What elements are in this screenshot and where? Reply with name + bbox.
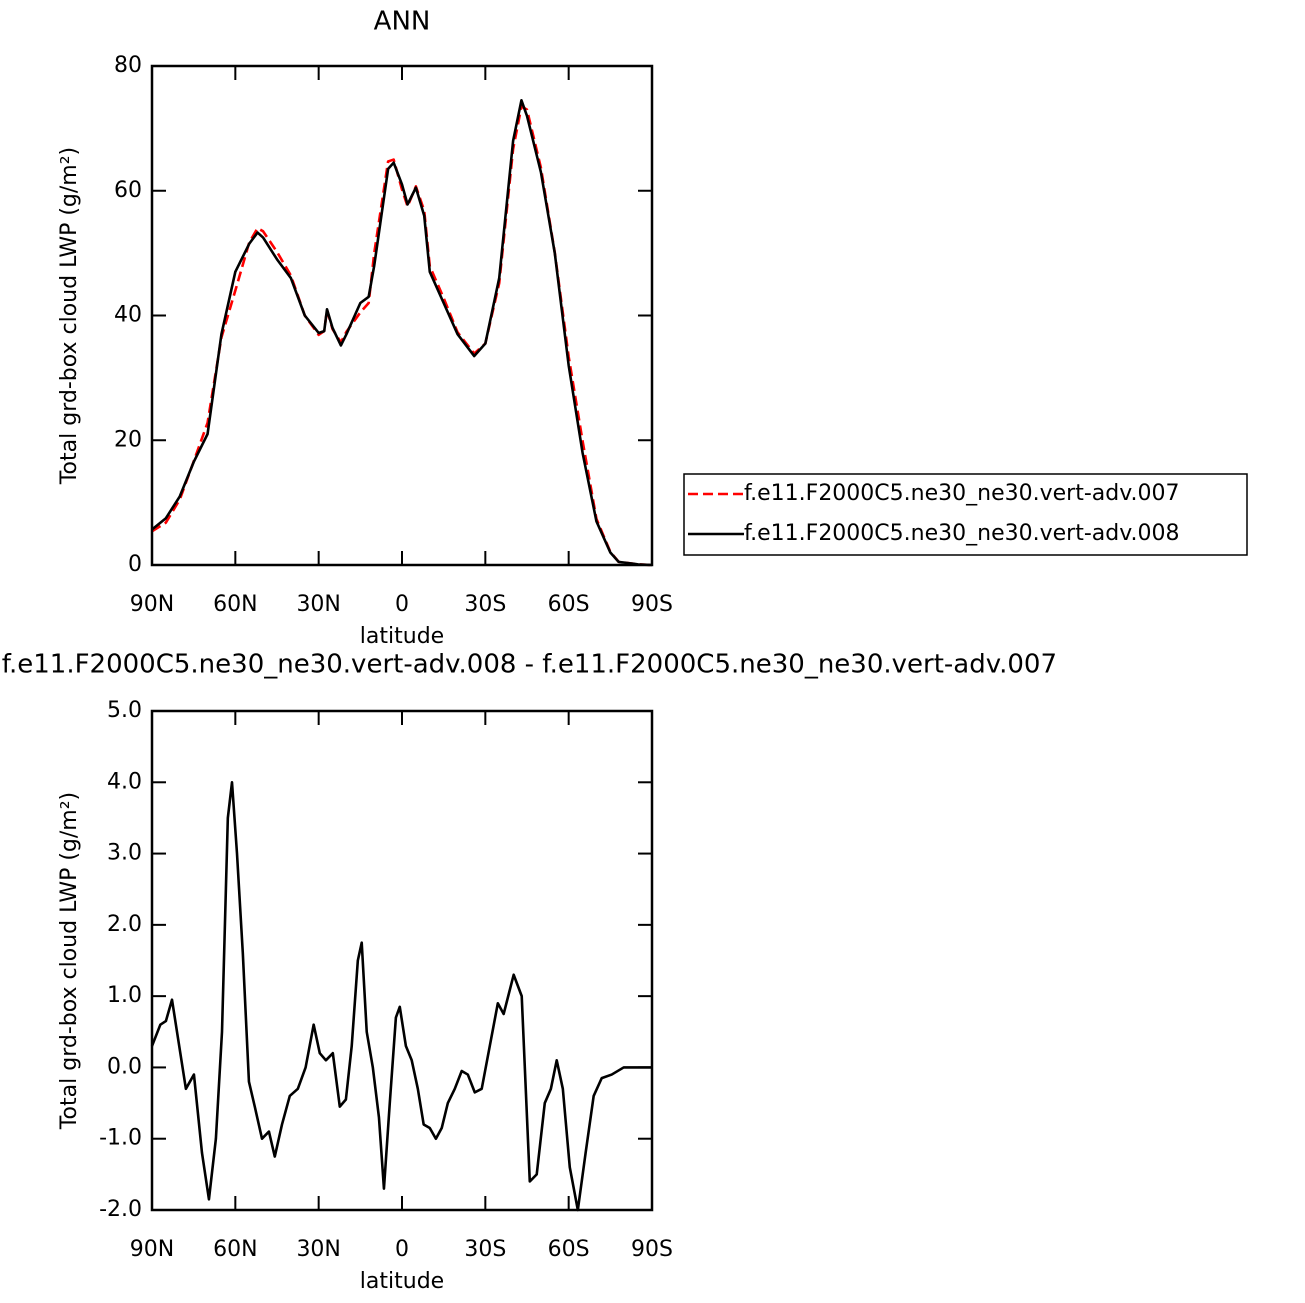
x-tick-label: 60S — [548, 592, 590, 617]
legend-label: f.e11.F2000C5.ne30_ne30.vert-adv.007 — [744, 481, 1180, 506]
y-tick-label: 2.0 — [107, 912, 142, 937]
x-tick-label: 0 — [395, 1237, 409, 1262]
legend-box — [683, 473, 1248, 556]
x-tick-label: 90N — [130, 592, 174, 617]
plot-frame — [150, 709, 654, 1212]
x-tick-label: 30S — [464, 592, 506, 617]
y-tick-label: 20 — [114, 427, 142, 452]
y-tick-label: 3.0 — [107, 841, 142, 866]
x-axis-label: latitude — [360, 624, 444, 649]
x-tick-label: 60N — [213, 592, 257, 617]
x-tick-label: 60N — [213, 1237, 257, 1262]
y-tick-label: 40 — [114, 303, 142, 328]
x-tick-label: 0 — [395, 592, 409, 617]
y-axis-label: Total grd-box cloud LWP (g/m²) — [57, 147, 82, 485]
data-line — [151, 105, 653, 567]
chart-title: f.e11.F2000C5.ne30_ne30.vert-adv.008 - f… — [2, 650, 1057, 680]
chart-title: ANN — [374, 7, 431, 37]
x-tick-label: 30N — [296, 592, 340, 617]
x-tick-label: 90S — [631, 592, 673, 617]
y-axis-label: Total grd-box cloud LWP (g/m²) — [57, 792, 82, 1130]
x-tick-label: 30N — [296, 1237, 340, 1262]
y-tick-label: 80 — [114, 53, 142, 78]
x-tick-label: 60S — [548, 1237, 590, 1262]
y-tick-label: 4.0 — [107, 769, 142, 794]
x-axis-label: latitude — [360, 1269, 444, 1294]
data-line — [150, 780, 652, 1212]
y-tick-label: 60 — [114, 178, 142, 203]
y-tick-label: 5.0 — [107, 698, 142, 723]
plot-frame — [150, 64, 654, 567]
y-tick-label: -1.0 — [99, 1126, 142, 1151]
y-tick-label: 0 — [128, 552, 142, 577]
data-line — [151, 99, 653, 567]
x-tick-label: 30S — [464, 1237, 506, 1262]
y-tick-label: 1.0 — [107, 983, 142, 1008]
y-tick-label: -2.0 — [99, 1197, 142, 1222]
y-tick-label: 0.0 — [107, 1054, 142, 1079]
x-tick-label: 90S — [631, 1237, 673, 1262]
legend-label: f.e11.F2000C5.ne30_ne30.vert-adv.008 — [744, 521, 1180, 546]
x-tick-label: 90N — [130, 1237, 174, 1262]
